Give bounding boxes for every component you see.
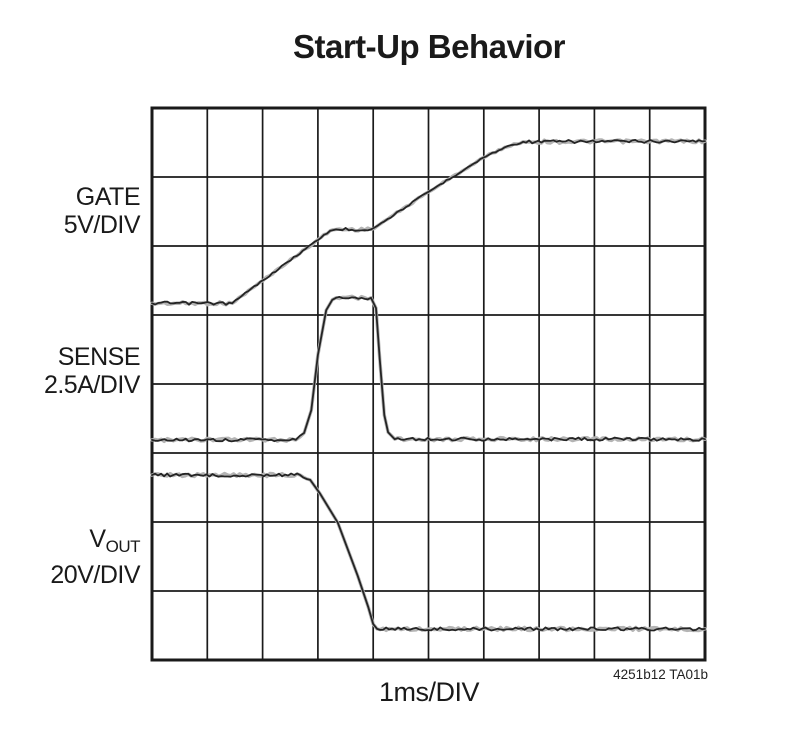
vout-label-scale: 20V/DIV [50, 561, 140, 589]
vout-label-subscript: OUT [105, 537, 141, 556]
gate-label-name: GATE [75, 183, 141, 211]
waveform-plot [150, 106, 707, 662]
sense-label-name: SENSE [57, 343, 141, 371]
sense-trace [151, 296, 706, 443]
figure-id: 4251b12 TA01b [613, 667, 708, 682]
timebase-label: 1ms/DIV [378, 677, 480, 707]
vout-label-name: VOUT [0, 525, 140, 561]
sense-label-scale: 2.5A/DIV [43, 371, 141, 399]
plot-border [150, 106, 707, 662]
plot-area [150, 106, 707, 669]
gate-label: GATE 5V/DIV [0, 183, 141, 239]
sense-label: SENSE 2.5A/DIV [0, 343, 141, 399]
chart-title: Start-Up Behavior [292, 28, 566, 65]
gate-label-scale: 5V/DIV [63, 211, 141, 239]
vout-label-v: V [89, 525, 106, 553]
gate-trace [151, 139, 706, 306]
vout-trace [151, 472, 706, 632]
vout-label: VOUT 20V/DIV [0, 525, 140, 589]
